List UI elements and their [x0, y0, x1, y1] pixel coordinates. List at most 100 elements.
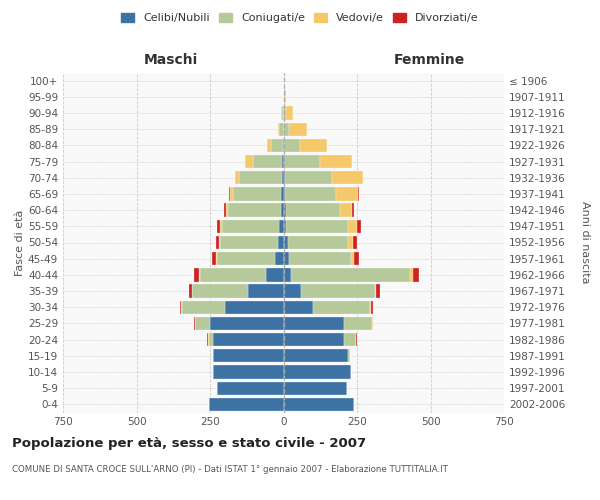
- Bar: [337, 188, 358, 200]
- Bar: [222, 220, 279, 233]
- Bar: [209, 398, 284, 411]
- Bar: [213, 349, 284, 362]
- Bar: [200, 268, 266, 281]
- Bar: [212, 252, 217, 266]
- Bar: [230, 188, 233, 200]
- Bar: [248, 284, 284, 298]
- Bar: [245, 155, 253, 168]
- Bar: [340, 204, 352, 217]
- Bar: [213, 366, 284, 378]
- Bar: [225, 300, 284, 314]
- Bar: [284, 122, 289, 136]
- Bar: [286, 106, 293, 120]
- Bar: [289, 252, 350, 266]
- Bar: [194, 268, 199, 281]
- Bar: [320, 155, 352, 168]
- Bar: [217, 252, 275, 266]
- Text: COMUNE DI SANTA CROCE SULL'ARNO (PI) - Dati ISTAT 1° gennaio 2007 - Elaborazione: COMUNE DI SANTA CROCE SULL'ARNO (PI) - D…: [12, 466, 448, 474]
- Bar: [284, 268, 291, 281]
- Bar: [271, 138, 283, 152]
- Bar: [289, 122, 307, 136]
- Bar: [286, 220, 348, 233]
- Bar: [288, 236, 348, 249]
- Bar: [284, 317, 344, 330]
- Bar: [348, 220, 357, 233]
- Bar: [224, 204, 226, 217]
- Bar: [374, 284, 376, 298]
- Bar: [285, 188, 337, 200]
- Bar: [371, 300, 373, 314]
- Bar: [284, 398, 354, 411]
- Bar: [217, 220, 220, 233]
- Bar: [357, 220, 361, 233]
- Text: Popolazione per età, sesso e stato civile - 2007: Popolazione per età, sesso e stato civil…: [12, 438, 366, 450]
- Y-axis label: Anni di nascita: Anni di nascita: [580, 201, 590, 283]
- Bar: [281, 188, 284, 200]
- Bar: [410, 268, 413, 281]
- Bar: [284, 188, 285, 200]
- Bar: [284, 90, 286, 104]
- Bar: [217, 382, 284, 395]
- Bar: [344, 317, 372, 330]
- Bar: [196, 317, 210, 330]
- Bar: [209, 333, 213, 346]
- Bar: [182, 300, 225, 314]
- Bar: [235, 171, 239, 184]
- Bar: [210, 317, 284, 330]
- Bar: [267, 138, 271, 152]
- Bar: [213, 333, 284, 346]
- Bar: [353, 236, 357, 249]
- Bar: [199, 268, 200, 281]
- Bar: [352, 204, 355, 217]
- Bar: [227, 204, 281, 217]
- Bar: [348, 349, 350, 362]
- Bar: [372, 317, 373, 330]
- Bar: [194, 317, 195, 330]
- Bar: [226, 204, 227, 217]
- Bar: [220, 220, 222, 233]
- Bar: [284, 155, 320, 168]
- Bar: [279, 220, 284, 233]
- Bar: [275, 252, 284, 266]
- Bar: [279, 122, 284, 136]
- Bar: [301, 284, 374, 298]
- Bar: [284, 382, 347, 395]
- Bar: [370, 300, 371, 314]
- Bar: [216, 236, 220, 249]
- Legend: Celibi/Nubili, Coniugati/e, Vedovi/e, Divorziati/e: Celibi/Nubili, Coniugati/e, Vedovi/e, Di…: [117, 8, 483, 28]
- Bar: [281, 204, 284, 217]
- Bar: [348, 236, 353, 249]
- Bar: [282, 171, 284, 184]
- Bar: [284, 204, 286, 217]
- Text: Maschi: Maschi: [144, 53, 198, 67]
- Bar: [180, 300, 181, 314]
- Bar: [278, 236, 284, 249]
- Bar: [284, 349, 348, 362]
- Bar: [332, 171, 363, 184]
- Bar: [207, 333, 208, 346]
- Bar: [300, 138, 327, 152]
- Bar: [286, 204, 340, 217]
- Bar: [278, 122, 279, 136]
- Bar: [284, 106, 286, 120]
- Bar: [291, 268, 410, 281]
- Bar: [233, 188, 281, 200]
- Bar: [350, 252, 354, 266]
- Bar: [284, 300, 313, 314]
- Bar: [266, 268, 284, 281]
- Bar: [282, 106, 284, 120]
- Text: Femmine: Femmine: [394, 53, 464, 67]
- Bar: [284, 252, 289, 266]
- Bar: [190, 284, 192, 298]
- Bar: [284, 220, 286, 233]
- Bar: [354, 252, 359, 266]
- Bar: [284, 171, 285, 184]
- Bar: [284, 284, 301, 298]
- Bar: [229, 188, 230, 200]
- Bar: [284, 366, 351, 378]
- Bar: [376, 284, 380, 298]
- Bar: [239, 171, 282, 184]
- Bar: [285, 171, 332, 184]
- Bar: [284, 138, 300, 152]
- Bar: [193, 284, 248, 298]
